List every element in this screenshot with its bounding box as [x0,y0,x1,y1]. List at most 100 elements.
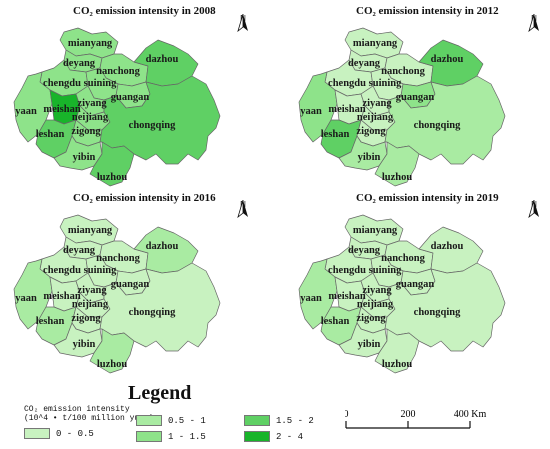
legend-item-1: 0.5 - 1 [136,415,206,426]
north-arrow-icon: N [237,199,249,223]
city-label-yaan: yaan [15,293,37,304]
legend-item-2: 1 - 1.5 [136,431,206,442]
city-label-yibin: yibin [358,339,381,350]
city-label-nanchong: nanchong [96,253,141,264]
city-label-mianyang: mianyang [353,225,398,236]
scale-label-400: 400 Km [454,409,487,420]
city-label-neijiang: neijiang [357,299,394,310]
city-label-mianyang: mianyang [68,225,113,236]
region-luzhou [89,328,135,374]
region-yibin [53,135,103,171]
region-dazhou [133,39,199,87]
city-label-chengdu: chengdu [328,265,366,276]
legend-swatch [244,415,270,426]
region-yibin [53,322,103,358]
north-arrow-icon: N [237,13,249,37]
city-label-chengdu: chengdu [43,78,81,89]
city-label-luzhou: luzhou [97,359,128,370]
city-label-luzhou: luzhou [97,172,128,183]
city-label-chongqing: chongqing [414,307,461,318]
city-label-ziyang: ziyang [362,98,392,109]
city-label-chengdu: chengdu [43,265,81,276]
region-yibin [338,135,388,171]
city-label-leshan: leshan [36,316,65,327]
legend-title: Legend [128,382,192,404]
north-arrow-icon: N [528,199,540,223]
legend-heading: CO₂ emission intensity (10^4 • t/100 mil… [24,405,154,423]
map-title-2016: CO₂ emission intensity in 2016 [73,192,216,204]
legend-label: 0 - 0.5 [56,428,94,439]
city-label-yibin: yibin [73,339,96,350]
map-title-2008: CO₂ emission intensity in 2008 [73,5,216,17]
city-label-meishan: meishan [43,291,81,302]
city-label-mianyang: mianyang [353,38,398,49]
city-label-luzhou: luzhou [382,359,413,370]
city-label-deyang: deyang [63,245,96,256]
legend-heading-line2: (10^4 • t/100 million yuan) [24,414,154,423]
city-label-nanchong: nanchong [381,66,426,77]
north-arrow-icon: N [528,13,540,37]
region-dazhou [418,39,484,87]
city-label-yibin: yibin [73,152,96,163]
city-label-suining: suining [84,265,117,276]
city-label-suining: suining [369,78,402,89]
map-title-2012: CO₂ emission intensity in 2012 [356,5,499,17]
city-label-ziyang: ziyang [77,285,107,296]
city-label-deyang: deyang [63,58,96,69]
scale-bar: 0 200 400 Km [345,409,487,429]
city-label-chengdu: chengdu [328,78,366,89]
city-label-guangan: guangan [396,279,435,290]
city-label-suining: suining [84,78,117,89]
city-label-chongqing: chongqing [129,120,176,131]
city-label-yaan: yaan [300,293,322,304]
legend-label: 0.5 - 1 [168,415,206,426]
city-label-nanchong: nanchong [381,253,426,264]
city-label-ziyang: ziyang [362,285,392,296]
legend-label: 2 - 4 [276,431,304,442]
city-label-yaan: yaan [300,106,322,117]
city-label-zigong: zigong [356,313,386,324]
map-title-2019: CO₂ emission intensity in 2019 [356,192,499,204]
city-label-ziyang: ziyang [77,98,107,109]
city-label-zigong: zigong [71,313,101,324]
city-label-dazhou: dazhou [146,241,179,252]
city-label-guangan: guangan [111,92,150,103]
city-label-deyang: deyang [348,245,381,256]
city-label-chongqing: chongqing [414,120,461,131]
legend-swatch [24,428,50,439]
city-label-deyang: deyang [348,58,381,69]
city-label-neijiang: neijiang [72,112,109,123]
legend-label: 1 - 1.5 [168,431,206,442]
city-label-leshan: leshan [321,129,350,140]
legend-item-4: 2 - 4 [244,431,303,442]
city-label-meishan: meishan [328,104,366,115]
city-label-neijiang: neijiang [357,112,394,123]
legend-item-3: 1.5 - 2 [244,415,314,426]
city-label-suining: suining [369,265,402,276]
region-dazhou [133,226,199,274]
city-label-neijiang: neijiang [72,299,109,310]
legend-swatch [136,415,162,426]
city-label-zigong: zigong [356,126,386,137]
city-label-nanchong: nanchong [96,66,141,77]
city-label-dazhou: dazhou [431,241,464,252]
city-label-chongqing: chongqing [129,307,176,318]
city-label-yaan: yaan [15,106,37,117]
region-luzhou [89,141,135,187]
legend-item-0: 0 - 0.5 [24,428,94,439]
scale-label-0: 0 [345,409,349,420]
city-label-luzhou: luzhou [382,172,413,183]
legend-swatch [136,431,162,442]
city-label-mianyang: mianyang [68,38,113,49]
region-dazhou [418,226,484,274]
legend-swatch [244,431,270,442]
city-label-dazhou: dazhou [146,54,179,65]
legend-heading-line1: CO₂ emission intensity [24,405,130,414]
city-label-leshan: leshan [321,316,350,327]
city-label-zigong: zigong [71,126,101,137]
city-label-dazhou: dazhou [431,54,464,65]
